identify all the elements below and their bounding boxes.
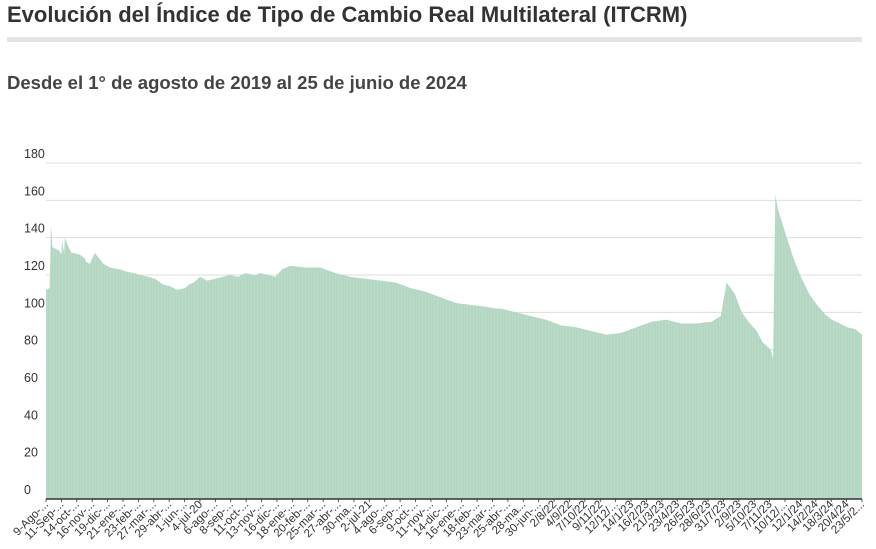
page-subtitle: Desde el 1° de agosto de 2019 al 25 de j… — [7, 72, 467, 93]
plot-area — [46, 194, 862, 499]
y-tick-label: 60 — [24, 371, 38, 385]
y-tick-label: 180 — [24, 147, 45, 161]
y-tick-label: 100 — [24, 296, 45, 310]
title-divider — [7, 37, 862, 42]
x-axis-ticks: 9-Ago-...11-Sep-...14-oct-...16-nov-...1… — [11, 498, 867, 542]
y-tick-label: 40 — [24, 408, 38, 422]
y-tick-label: 120 — [24, 259, 45, 273]
y-tick-label: 0 — [24, 483, 31, 497]
y-tick-label: 140 — [24, 222, 45, 236]
y-tick-label: 160 — [24, 184, 45, 198]
y-axis-ticks: 0 20 40 60 80 100 120 140 160 180 — [24, 147, 45, 497]
itcrm-area — [46, 194, 862, 499]
y-tick-label: 80 — [24, 334, 38, 348]
y-tick-label: 20 — [24, 446, 38, 460]
page-title: Evolución del Índice de Tipo de Cambio R… — [7, 2, 688, 27]
